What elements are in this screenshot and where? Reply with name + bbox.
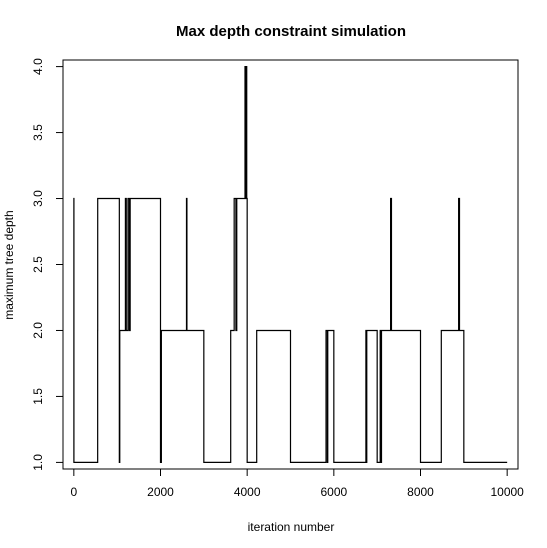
y-axis: 1.0 1.5 2.0 2.5 3.0 3.5 4.0 bbox=[31, 58, 64, 471]
x-tick-label: 6000 bbox=[320, 485, 347, 499]
x-axis-label: iteration number bbox=[248, 520, 335, 534]
y-tick-label: 1.5 bbox=[31, 388, 45, 405]
x-tick-label: 4000 bbox=[234, 485, 261, 499]
y-tick-label: 3.5 bbox=[31, 124, 45, 141]
y-tick-label: 4.0 bbox=[31, 58, 45, 75]
x-axis: 0 2000 4000 6000 8000 10000 bbox=[70, 468, 524, 499]
y-tick-label: 3.0 bbox=[31, 190, 45, 207]
x-tick-label: 0 bbox=[70, 485, 77, 499]
y-tick-label: 1.0 bbox=[31, 454, 45, 471]
y-tick-label: 2.0 bbox=[31, 322, 45, 339]
x-tick-label: 10000 bbox=[490, 485, 524, 499]
y-tick-label: 2.5 bbox=[31, 256, 45, 273]
y-axis-label: maximum tree depth bbox=[2, 210, 16, 319]
series-line bbox=[73, 66, 508, 463]
x-tick-label: 2000 bbox=[147, 485, 174, 499]
x-tick-label: 8000 bbox=[407, 485, 434, 499]
chart-title: Max depth constraint simulation bbox=[176, 23, 406, 40]
